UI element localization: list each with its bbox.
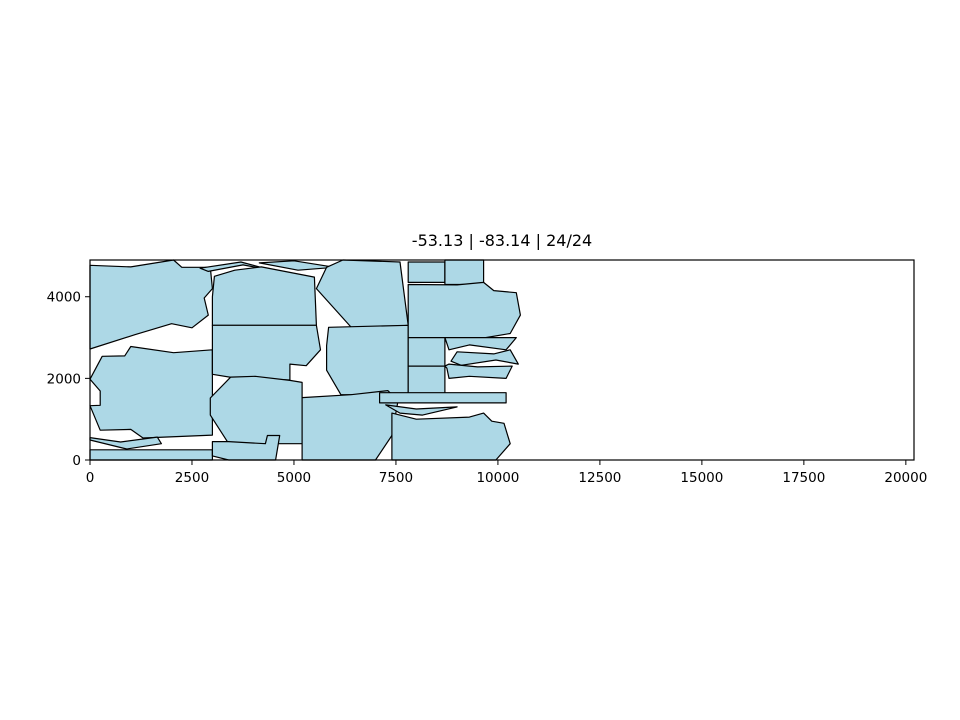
x-tick-label: 7500 xyxy=(379,470,413,486)
x-axis: 0 2500 5000 7500 10000 12500 15000 17500 20000 xyxy=(86,460,927,486)
x-tick-label: 5000 xyxy=(277,470,311,486)
polygon-21 xyxy=(444,363,513,379)
y-tick-label: 0 xyxy=(72,453,81,469)
x-tick-label: 20000 xyxy=(884,470,927,486)
polygon-10 xyxy=(211,434,281,461)
polygon-18 xyxy=(407,337,446,367)
polygon-24 xyxy=(391,412,511,461)
polygon-4 xyxy=(89,449,213,461)
y-axis: 0 2000 4000 xyxy=(47,290,90,469)
polygon-7 xyxy=(211,266,317,326)
polygon-19 xyxy=(407,365,446,396)
x-tick-label: 0 xyxy=(86,470,95,486)
x-tick-label: 10000 xyxy=(476,470,519,486)
x-tick-label: 15000 xyxy=(680,470,723,486)
polygon-12 xyxy=(326,324,409,396)
chart-title: -53.13 | -83.14 | 24/24 xyxy=(412,231,592,250)
polygon-15 xyxy=(444,259,485,286)
x-tick-label: 2500 xyxy=(175,470,209,486)
y-tick-label: 2000 xyxy=(47,371,81,387)
y-tick-label: 4000 xyxy=(47,290,81,306)
plot-frame xyxy=(89,259,915,461)
x-tick-label: 17500 xyxy=(782,470,825,486)
x-tick-label: 12500 xyxy=(578,470,621,486)
polygon-9 xyxy=(209,375,303,445)
polygon-8 xyxy=(211,324,322,381)
polygon-22 xyxy=(379,392,507,404)
plot-area xyxy=(89,259,522,461)
polygon-2 xyxy=(89,345,213,439)
polygon-11 xyxy=(315,259,409,330)
polygon-23 xyxy=(385,404,458,416)
polygon-17 xyxy=(444,337,517,351)
polygon-3 xyxy=(89,436,162,450)
polygon-20 xyxy=(450,349,519,366)
polygon-16 xyxy=(407,281,522,339)
polygon-1 xyxy=(89,259,213,350)
polygon-14 xyxy=(407,261,446,283)
